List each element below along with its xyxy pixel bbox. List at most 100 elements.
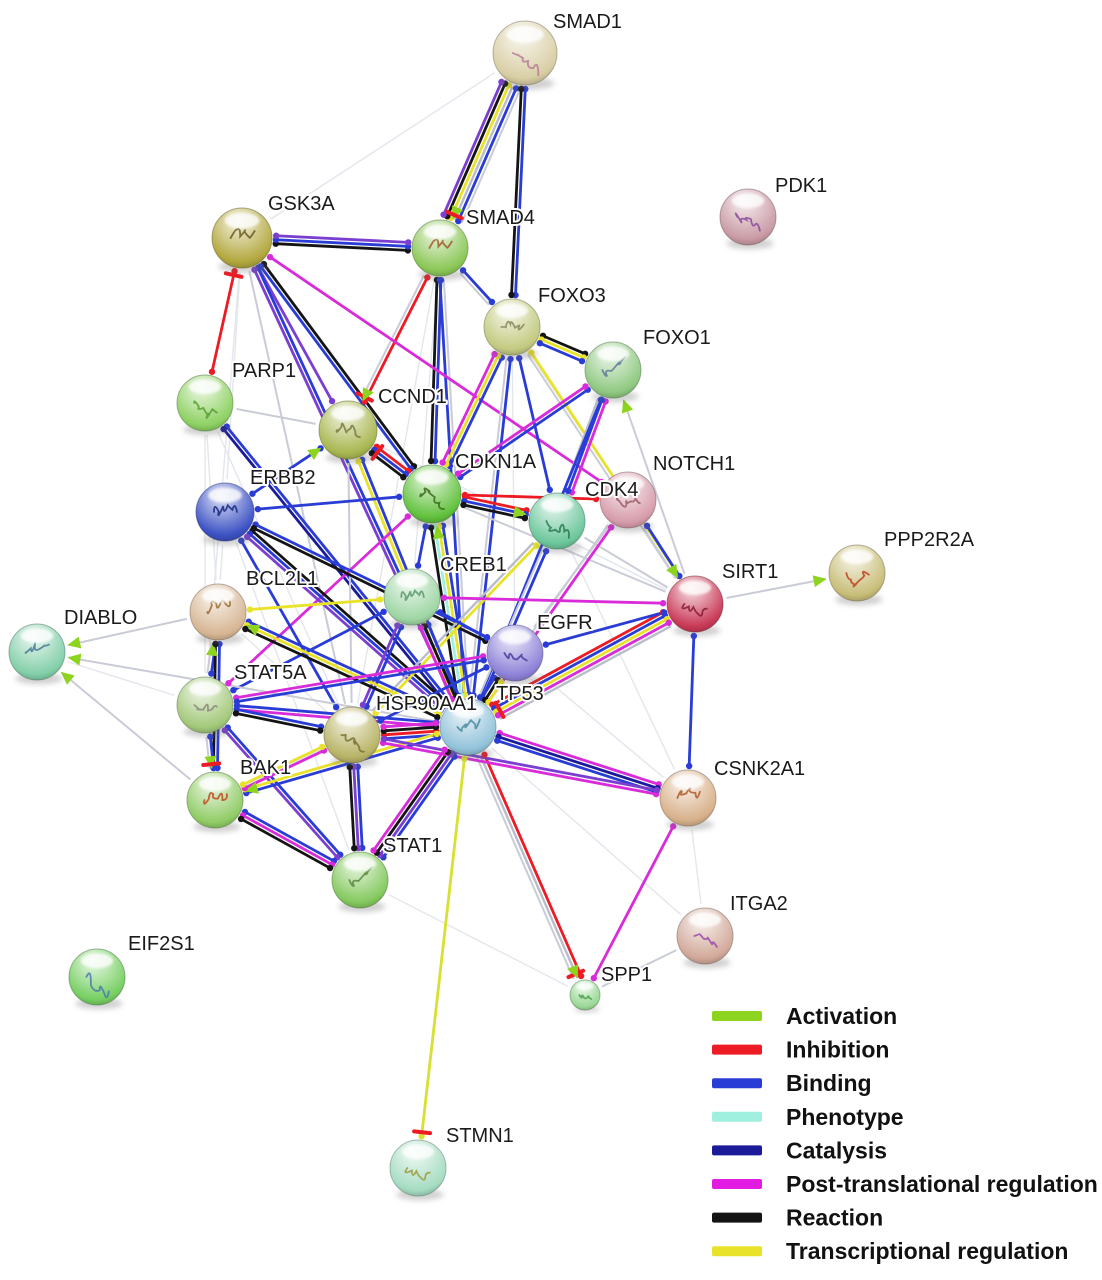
sphere-highlight [201, 588, 235, 604]
edge-CDKN1A-ERBB2 [257, 495, 400, 511]
edge-TP53-SPP1 [476, 754, 583, 980]
edge-line [726, 578, 826, 599]
node-bcl2l1[interactable] [189, 583, 247, 645]
protein-structure-glyph [213, 503, 238, 517]
protein-structure-glyph [676, 786, 701, 799]
edge-endpoint-dot [370, 847, 377, 854]
edge-endpoint-dot [590, 974, 598, 982]
node-label-notch1: NOTCH1 [653, 453, 735, 475]
edge-line [226, 271, 241, 480]
node-smad4[interactable] [411, 219, 469, 281]
edge-endpoint-dot [246, 606, 254, 613]
edge-BAK1-STAT1 [240, 810, 335, 870]
edge-line [259, 265, 412, 470]
legend-label: Catalysis [786, 1137, 887, 1163]
legend-item-transcriptional-regulation: Transcriptional regulation [712, 1238, 1068, 1264]
edge-HSP90AA1-STAT1 [348, 766, 364, 849]
sphere-highlight [495, 303, 529, 319]
sphere-highlight [506, 26, 544, 43]
edge-line [487, 681, 503, 703]
protein-structure-glyph [203, 792, 228, 805]
edge-endpoint-dot [494, 737, 501, 744]
node-foxo3[interactable] [483, 298, 541, 360]
node-ppp2r2a[interactable] [828, 544, 886, 606]
edge-endpoint-dot [250, 525, 258, 532]
node-stat1[interactable] [331, 851, 389, 913]
edge-endpoint-dot [359, 701, 367, 709]
inhibition-tbar-icon [412, 1129, 433, 1136]
edge-line [347, 462, 353, 704]
edge-CDK4-CSNK2A1 [570, 549, 675, 770]
sphere-highlight [343, 856, 377, 872]
node-label-creb1: CREB1 [440, 554, 507, 576]
edge-TP53-CSNK2A1 [496, 731, 660, 794]
protein-structure-glyph [500, 320, 525, 331]
edge-ERBB2-HSP90AA1 [240, 539, 338, 708]
node-spp1[interactable] [569, 979, 601, 1013]
edge-line [540, 338, 585, 359]
edge-endpoint-dot [542, 641, 550, 648]
edge-line [223, 729, 339, 859]
node-csnk2a1[interactable] [659, 769, 717, 831]
node-label-csnk2a1: CSNK2A1 [714, 758, 805, 780]
node-cdk4[interactable] [528, 492, 586, 554]
edge-endpoint-dot [328, 397, 336, 405]
edge-line [243, 748, 324, 787]
node-cdkn1a[interactable] [402, 464, 462, 528]
edge-line [235, 711, 321, 732]
node-pdk1[interactable] [719, 188, 777, 250]
edge-CDKN1A-CREB1 [416, 526, 428, 566]
edge-line [210, 270, 236, 373]
sphere-highlight [401, 1144, 435, 1160]
node-parp1[interactable] [176, 374, 234, 436]
edge-line [240, 539, 338, 708]
node-bak1[interactable] [186, 771, 244, 833]
edge-endpoint-dot [414, 562, 422, 569]
edge-GSK3A-CDKN1A [259, 263, 416, 470]
edge-PARP1-HSP90AA1 [217, 431, 340, 707]
edge-line [361, 624, 399, 706]
edge-line [382, 755, 456, 859]
node-diablo[interactable] [8, 623, 66, 685]
node-itga2[interactable] [676, 907, 734, 969]
edge-STAT5A-HSP90AA1 [235, 708, 322, 732]
edge-line [275, 242, 408, 252]
edge-endpoint-dot [427, 457, 435, 465]
edge-line [437, 526, 467, 696]
node-creb1[interactable] [383, 568, 441, 630]
activation-arrow-icon [512, 505, 527, 518]
node-eif2s1[interactable] [68, 948, 126, 1010]
edge-endpoint-dot [233, 698, 241, 705]
edge-line [360, 275, 425, 401]
edge-endpoint-dot [536, 340, 544, 347]
node-gsk3a[interactable] [211, 207, 273, 273]
edge-line [429, 279, 439, 461]
node-egfr[interactable] [486, 624, 544, 686]
node-smad1[interactable] [492, 20, 558, 90]
node-stat5a[interactable] [176, 676, 234, 738]
node-label-bcl2l1: BCL2L1 [246, 568, 318, 590]
node-tp53[interactable] [439, 698, 497, 760]
edge-CCND1-HSP90AA1 [347, 462, 353, 704]
edge-TP53-STMN1 [420, 758, 466, 1137]
node-label-erbb2: ERBB2 [250, 467, 316, 489]
protein-structure-glyph [601, 356, 626, 377]
edge-line [371, 541, 535, 712]
edge-line [373, 448, 407, 476]
sphere-highlight [688, 912, 722, 928]
edge-endpoint-dot [582, 383, 589, 390]
node-stmn1[interactable] [389, 1139, 447, 1201]
node-erbb2[interactable] [195, 482, 255, 546]
edge-TP53-STAT1 [372, 748, 456, 859]
legend-swatch [712, 1078, 762, 1089]
edge-line [420, 758, 466, 1137]
node-foxo1[interactable] [584, 341, 642, 403]
sphere-highlight [415, 469, 449, 485]
sphere-highlight [540, 497, 574, 513]
edge-line [491, 747, 682, 916]
node-ccnd1[interactable] [318, 400, 378, 464]
node-notch1[interactable] [599, 471, 657, 533]
node-hsp90aa1[interactable] [323, 706, 381, 768]
node-sirt1[interactable] [666, 575, 724, 637]
edge-line [514, 88, 527, 296]
